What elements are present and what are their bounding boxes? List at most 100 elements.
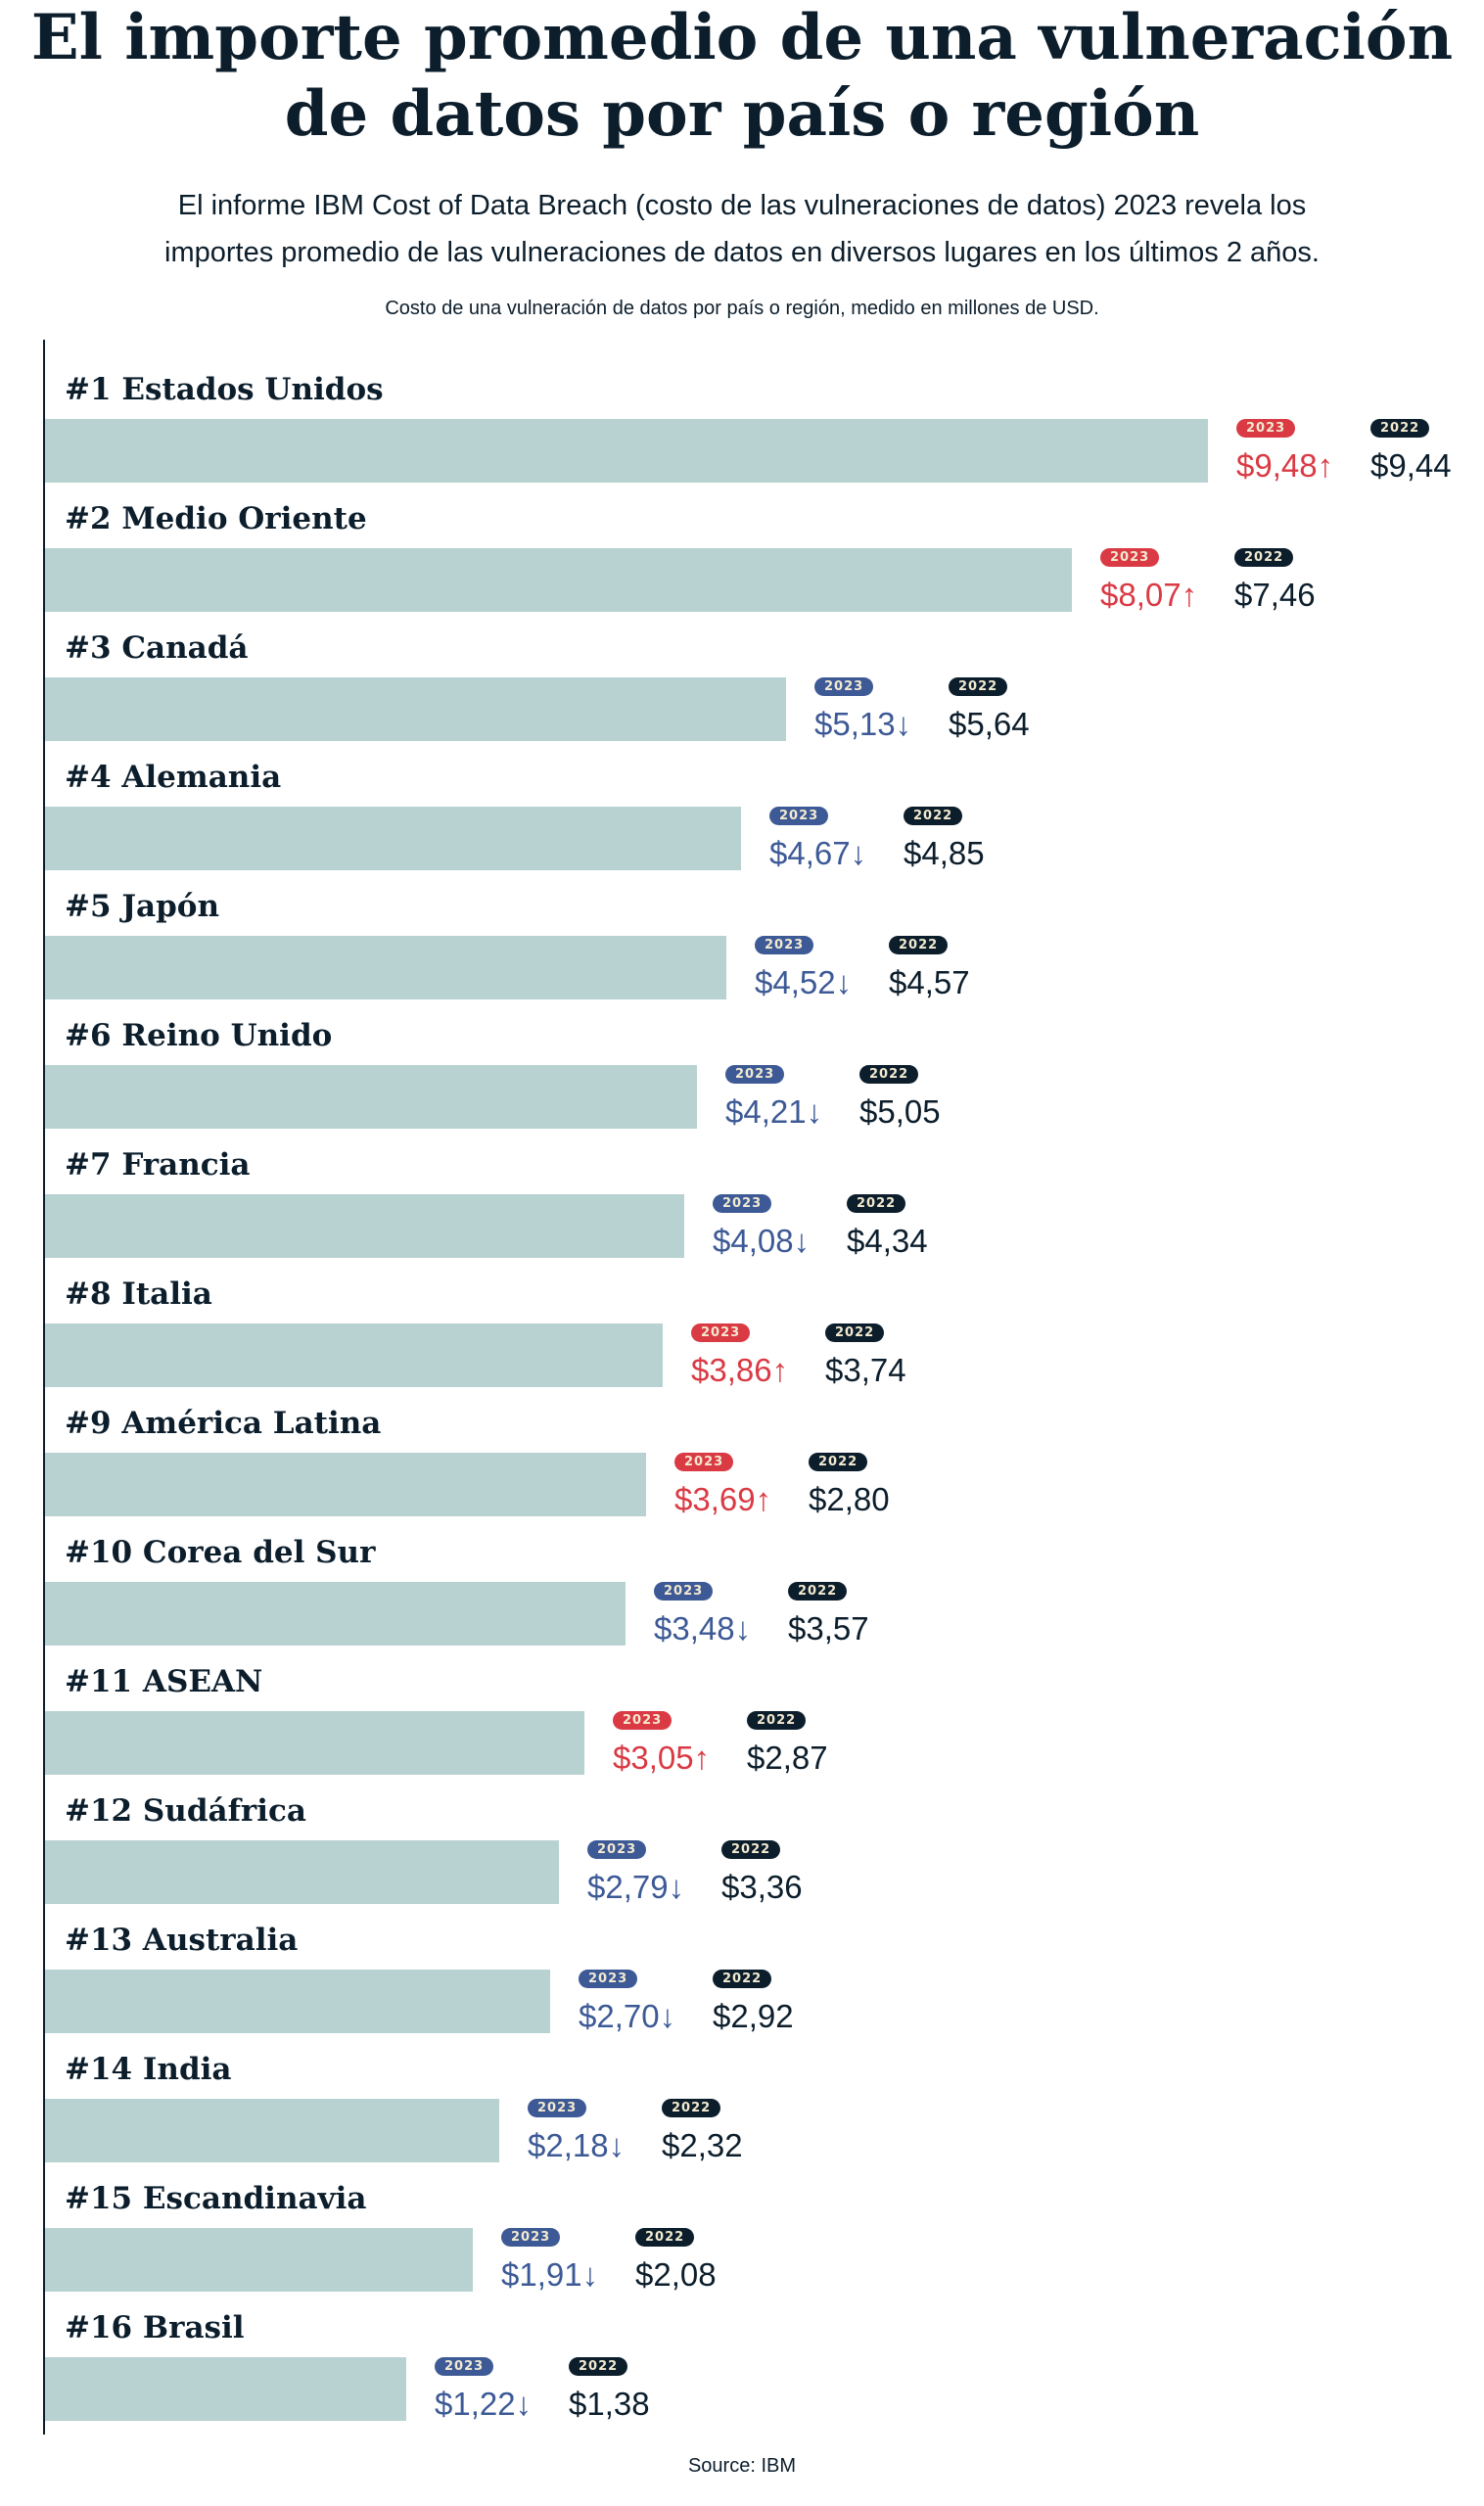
row-label: #5 Japón (65, 889, 219, 924)
value-2023-text: $9,48 (1236, 447, 1318, 484)
value-2023-text: $1,22 (435, 2386, 516, 2422)
badge-2023: 2023 (1236, 419, 1296, 438)
row-label: #10 Corea del Sur (65, 1535, 376, 1570)
value-2022: $5,05 (859, 1093, 941, 1130)
bar (45, 548, 1072, 612)
chart-row: #16 Brasil 2023 2022 $1,22↓ $1,38 (45, 2308, 1474, 2437)
chart-row: #6 Reino Unido 2023 2022 $4,21↓ $5,05 (45, 1016, 1474, 1145)
badge-2022: 2022 (889, 936, 949, 954)
bar (45, 1840, 559, 1904)
row-label: #3 Canadá (65, 630, 249, 666)
badge-2023: 2023 (1100, 548, 1160, 567)
value-2023: $3,48↓ (654, 1609, 751, 1648)
value-2022: $2,08 (635, 2256, 717, 2293)
value-2022: $4,57 (889, 964, 970, 1000)
source-note: Source: IBM (687, 2455, 797, 2477)
badge-2022: 2022 (747, 1711, 807, 1730)
trend-down-arrow-icon: ↓ (515, 2386, 533, 2422)
value-2023-text: $2,18 (528, 2127, 609, 2163)
badge-2023: 2023 (501, 2228, 561, 2247)
value-2023-text: $3,05 (613, 1740, 694, 1776)
bar (45, 2228, 473, 2292)
bar (45, 419, 1208, 483)
row-label: #2 Medio Oriente (65, 501, 367, 536)
value-2023: $1,22↓ (435, 2385, 532, 2424)
trend-down-arrow-icon: ↓ (806, 1093, 823, 1130)
value-2022: $9,44 (1370, 447, 1452, 484)
badge-2022: 2022 (904, 807, 963, 825)
bar (45, 677, 786, 741)
row-label: #9 América Latina (65, 1406, 382, 1441)
value-2023: $3,86↑ (691, 1351, 788, 1390)
badge-2022: 2022 (788, 1582, 848, 1601)
chart-row: #3 Canadá 2023 2022 $5,13↓ $5,64 (45, 628, 1474, 758)
value-2023-text: $3,69 (674, 1481, 756, 1517)
value-2022: $2,92 (713, 1998, 794, 2034)
row-label: #8 Italia (65, 1276, 212, 1312)
row-label: #16 Brasil (65, 2310, 245, 2345)
subtitle-line-2: importes promedio de las vulneraciones d… (164, 237, 1320, 268)
value-2022: $3,36 (721, 1869, 803, 1905)
bar (45, 1323, 663, 1387)
value-2022: $2,80 (809, 1481, 890, 1517)
chart-row: #4 Alemania 2023 2022 $4,67↓ $4,85 (45, 758, 1474, 887)
value-2023-text: $5,13 (814, 706, 896, 742)
value-2023-text: $4,52 (755, 964, 836, 1000)
page-title: El importe promedio de una vulneración d… (0, 0, 1484, 153)
trend-up-arrow-icon: ↑ (755, 1481, 772, 1517)
row-label: #7 Francia (65, 1147, 251, 1183)
badge-2023: 2023 (579, 1970, 638, 1988)
bar (45, 1582, 626, 1646)
trend-down-arrow-icon: ↓ (581, 2256, 599, 2293)
value-2023: $5,13↓ (814, 705, 911, 744)
bar (45, 2357, 406, 2421)
value-2023-text: $3,48 (654, 1610, 735, 1647)
value-2022: $3,57 (788, 1610, 869, 1647)
chart-row: #15 Escandinavia 2023 2022 $1,91↓ $2,08 (45, 2179, 1474, 2308)
badge-2023: 2023 (691, 1323, 751, 1342)
value-2023: $3,69↑ (674, 1480, 771, 1519)
value-2023: $4,08↓ (713, 1222, 810, 1261)
bar (45, 807, 741, 870)
value-2022: $1,38 (569, 2386, 650, 2422)
trend-down-arrow-icon: ↓ (608, 2127, 626, 2163)
chart-row: #9 América Latina 2023 2022 $3,69↑ $2,80 (45, 1404, 1474, 1533)
value-2023: $4,21↓ (725, 1092, 822, 1132)
value-2023: $2,79↓ (587, 1868, 684, 1907)
badge-2022: 2022 (1370, 419, 1430, 438)
value-2023: $2,70↓ (579, 1997, 675, 2036)
value-2023-text: $1,91 (501, 2256, 582, 2293)
trend-up-arrow-icon: ↑ (1317, 447, 1334, 484)
chart-row: #11 ASEAN 2023 2022 $3,05↑ $2,87 (45, 1662, 1474, 1791)
bar (45, 1453, 646, 1516)
trend-up-arrow-icon: ↑ (693, 1740, 711, 1776)
badge-2023: 2023 (674, 1453, 734, 1471)
badge-2023: 2023 (755, 936, 814, 954)
badge-2022: 2022 (859, 1065, 919, 1084)
badge-2023: 2023 (713, 1194, 772, 1213)
badge-2023: 2023 (725, 1065, 785, 1084)
axis-line (43, 340, 45, 2435)
badge-2023: 2023 (528, 2099, 587, 2117)
value-2023: $8,07↑ (1100, 576, 1197, 615)
row-label: #15 Escandinavia (65, 2181, 367, 2216)
value-2023-text: $2,79 (587, 1869, 669, 1905)
chart-row: #8 Italia 2023 2022 $3,86↑ $3,74 (45, 1275, 1474, 1404)
badge-2022: 2022 (809, 1453, 868, 1471)
badge-2022: 2022 (949, 677, 1008, 696)
row-label: #13 Australia (65, 1923, 299, 1958)
badge-2022: 2022 (1234, 548, 1294, 567)
subtitle: El informe IBM Cost of Data Breach (cost… (98, 182, 1386, 276)
trend-down-arrow-icon: ↓ (659, 1998, 676, 2034)
chart-row: #10 Corea del Sur 2023 2022 $3,48↓ $3,57 (45, 1533, 1474, 1662)
bar (45, 1194, 684, 1258)
value-2023: $9,48↑ (1236, 446, 1333, 486)
bar (45, 1065, 697, 1129)
bar (45, 1711, 584, 1775)
title-line-2: de datos por país o región (284, 77, 1200, 151)
chart-caption: Costo de una vulneración de datos por pa… (385, 298, 1099, 319)
value-2022: $5,64 (949, 706, 1030, 742)
bar (45, 2099, 499, 2162)
value-2023-text: $4,67 (769, 835, 851, 871)
badge-2023: 2023 (587, 1840, 647, 1859)
